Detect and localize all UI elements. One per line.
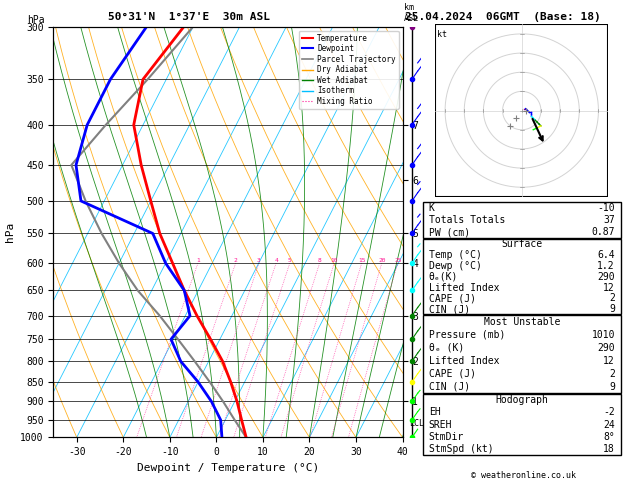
Text: 8: 8 [318,258,321,263]
Text: θₑ(K): θₑ(K) [428,272,458,282]
Text: 3: 3 [257,258,261,263]
Text: 290: 290 [598,343,615,353]
Text: 9: 9 [609,304,615,314]
Text: Lifted Index: Lifted Index [428,356,499,366]
Text: 8°: 8° [603,432,615,442]
Text: CAPE (J): CAPE (J) [428,293,476,303]
Text: StmDir: StmDir [428,432,464,442]
Text: Dewp (°C): Dewp (°C) [428,261,482,271]
Text: SREH: SREH [428,419,452,430]
Text: 2: 2 [609,369,615,379]
Text: 15: 15 [358,258,365,263]
Text: 5: 5 [288,258,292,263]
Text: 6.4: 6.4 [598,250,615,260]
Text: 25.04.2024  06GMT  (Base: 18): 25.04.2024 06GMT (Base: 18) [405,12,601,22]
Text: km
ASL: km ASL [404,3,420,23]
Text: Totals Totals: Totals Totals [428,215,505,225]
Text: PW (cm): PW (cm) [428,227,470,237]
Text: 1.2: 1.2 [598,261,615,271]
Text: θₑ (K): θₑ (K) [428,343,464,353]
Text: Hodograph: Hodograph [495,395,548,405]
Text: 12: 12 [603,282,615,293]
Text: LCL: LCL [409,419,425,428]
Text: Pressure (mb): Pressure (mb) [428,330,505,340]
Text: kt: kt [437,30,447,39]
Text: 24: 24 [603,419,615,430]
Text: 2: 2 [609,293,615,303]
Text: 18: 18 [603,444,615,454]
Text: CAPE (J): CAPE (J) [428,369,476,379]
Text: 9: 9 [609,382,615,392]
Text: 20: 20 [378,258,386,263]
Text: 290: 290 [598,272,615,282]
Text: Temp (°C): Temp (°C) [428,250,482,260]
Text: CIN (J): CIN (J) [428,304,470,314]
Text: EH: EH [428,407,440,417]
Text: CIN (J): CIN (J) [428,382,470,392]
Text: © weatheronline.co.uk: © weatheronline.co.uk [471,470,576,480]
Text: 25: 25 [394,258,401,263]
Text: 50°31'N  1°37'E  30m ASL: 50°31'N 1°37'E 30m ASL [108,12,270,22]
Text: 12: 12 [603,356,615,366]
Text: 10: 10 [330,258,338,263]
Text: -2: -2 [603,407,615,417]
Y-axis label: hPa: hPa [4,222,14,242]
Text: K: K [428,203,435,213]
Text: 4: 4 [274,258,278,263]
Text: 1010: 1010 [591,330,615,340]
Text: hPa: hPa [27,15,45,25]
Text: -10: -10 [598,203,615,213]
X-axis label: Dewpoint / Temperature (°C): Dewpoint / Temperature (°C) [137,463,319,473]
Text: Most Unstable: Most Unstable [484,317,560,327]
Text: 1: 1 [196,258,200,263]
Text: StmSpd (kt): StmSpd (kt) [428,444,493,454]
Text: 2: 2 [234,258,238,263]
Text: 37: 37 [603,215,615,225]
Text: 0.87: 0.87 [591,227,615,237]
Legend: Temperature, Dewpoint, Parcel Trajectory, Dry Adiabat, Wet Adiabat, Isotherm, Mi: Temperature, Dewpoint, Parcel Trajectory… [299,31,399,109]
Text: Lifted Index: Lifted Index [428,282,499,293]
Text: Surface: Surface [501,240,542,249]
